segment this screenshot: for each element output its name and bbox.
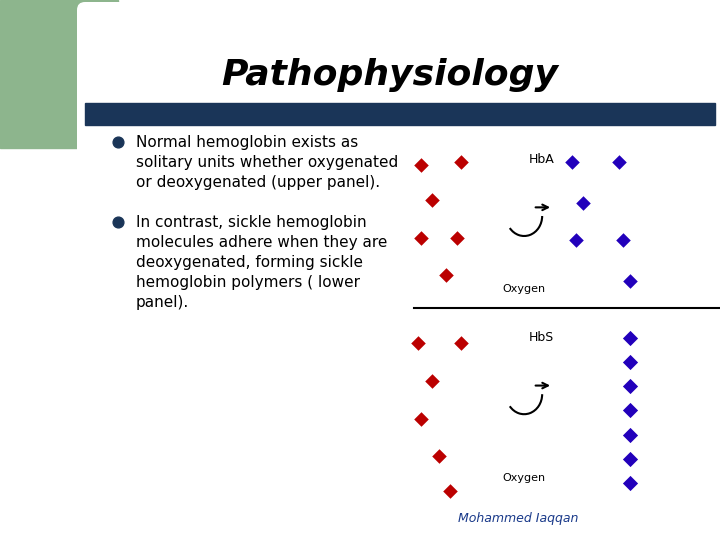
Point <box>426 195 438 204</box>
Point <box>624 479 636 488</box>
Point <box>433 452 445 461</box>
Point <box>624 382 636 390</box>
Point <box>624 276 636 285</box>
FancyBboxPatch shape <box>77 2 720 538</box>
Point <box>570 236 582 245</box>
Point <box>455 339 467 347</box>
Point <box>444 487 456 496</box>
Text: In contrast, sickle hemoglobin: In contrast, sickle hemoglobin <box>136 214 366 230</box>
Text: deoxygenated, forming sickle: deoxygenated, forming sickle <box>136 254 363 269</box>
Point <box>426 376 438 385</box>
Point <box>624 333 636 342</box>
Bar <box>0 0 118 148</box>
Point <box>624 455 636 463</box>
Point <box>613 158 625 166</box>
Point <box>112 138 124 146</box>
Point <box>112 218 124 226</box>
Point <box>412 339 423 347</box>
Text: or deoxygenated (upper panel).: or deoxygenated (upper panel). <box>136 174 380 190</box>
Point <box>624 430 636 439</box>
Point <box>415 414 427 423</box>
Text: Normal hemoglobin exists as: Normal hemoglobin exists as <box>136 134 359 150</box>
Point <box>415 233 427 242</box>
Point <box>451 233 463 242</box>
Point <box>617 236 629 245</box>
Text: molecules adhere when they are: molecules adhere when they are <box>136 234 387 249</box>
Text: Oxygen: Oxygen <box>503 473 546 483</box>
Point <box>567 158 578 166</box>
Point <box>415 160 427 169</box>
Bar <box>85 103 715 125</box>
Point <box>624 406 636 415</box>
Text: Oxygen: Oxygen <box>503 284 546 294</box>
Text: Mohammed Iaqqan: Mohammed Iaqqan <box>458 512 579 525</box>
Point <box>441 271 452 280</box>
Text: hemoglobin polymers ( lower: hemoglobin polymers ( lower <box>136 274 360 289</box>
Point <box>624 357 636 366</box>
Text: HbS: HbS <box>529 331 554 344</box>
Text: Pathophysiology: Pathophysiology <box>222 58 559 92</box>
Point <box>577 198 589 207</box>
Text: solitary units whether oxygenated: solitary units whether oxygenated <box>136 154 398 170</box>
Text: HbA: HbA <box>529 153 555 166</box>
Text: panel).: panel). <box>136 294 189 309</box>
Point <box>455 158 467 166</box>
